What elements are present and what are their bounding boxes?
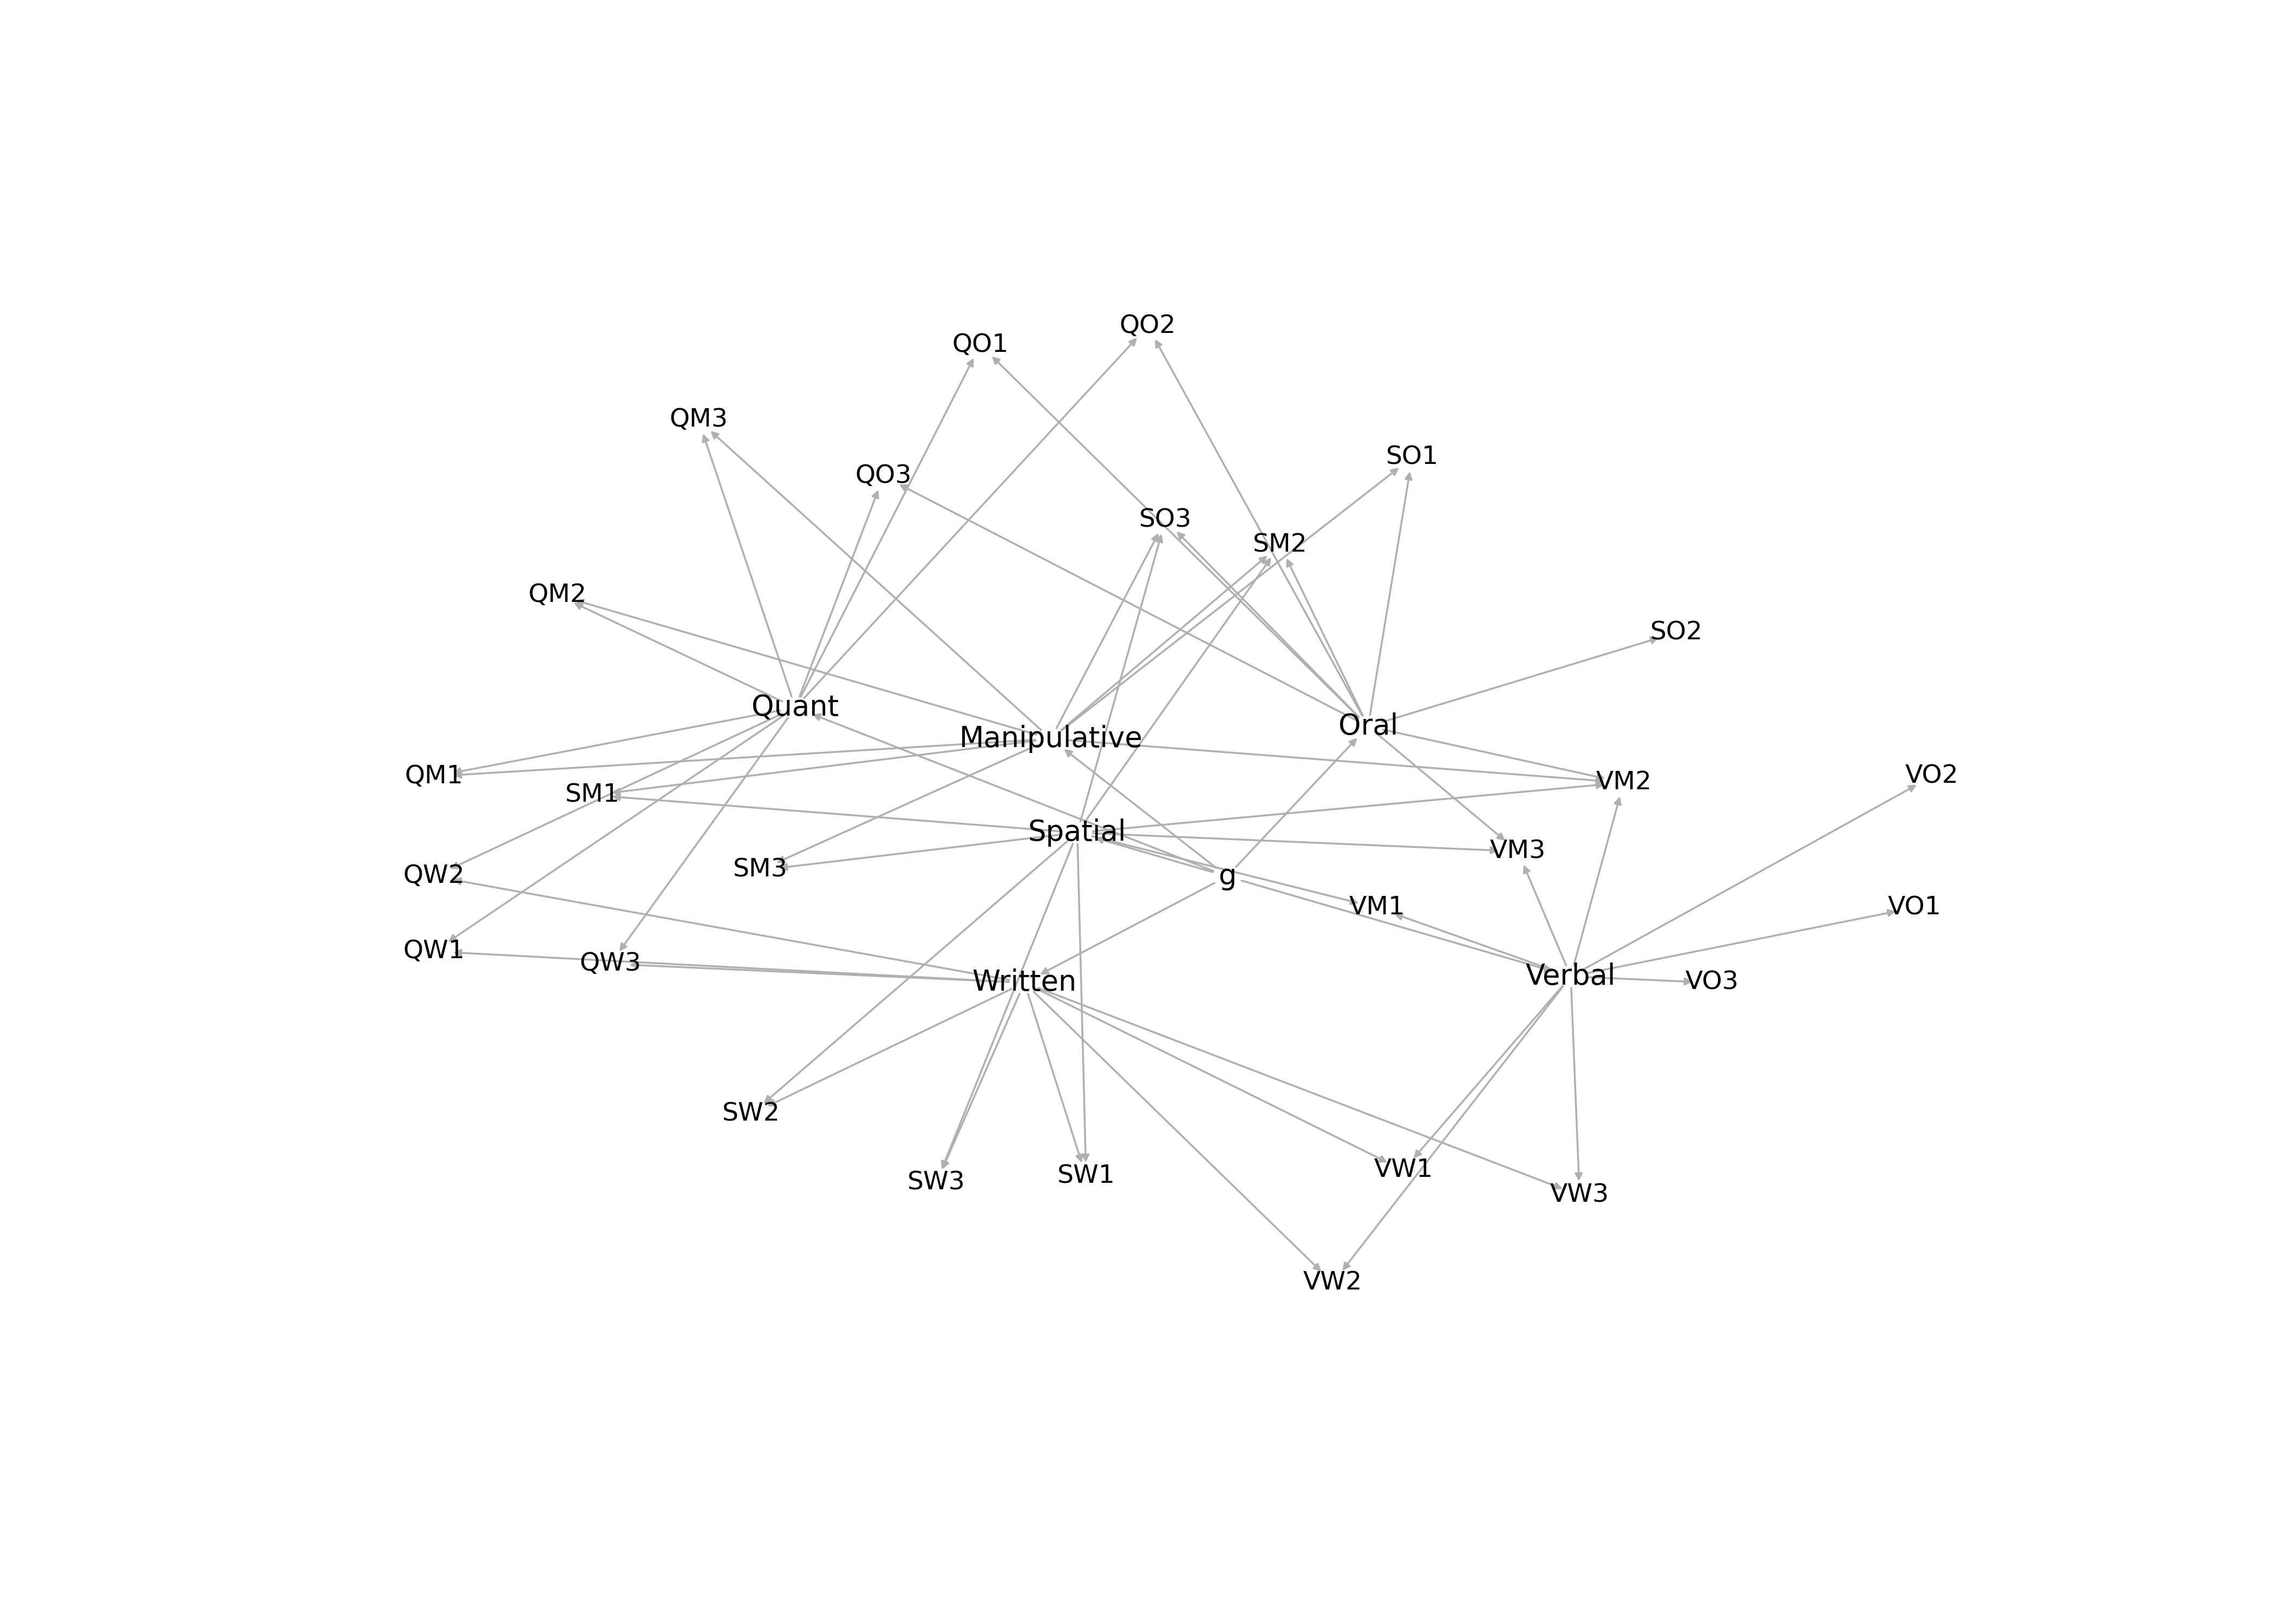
Text: VW1: VW1 <box>1373 1158 1433 1182</box>
Text: SO3: SO3 <box>1139 508 1192 533</box>
Text: Spatial: Spatial <box>1028 818 1126 846</box>
Text: VO2: VO2 <box>1906 765 1958 789</box>
Text: QM2: QM2 <box>528 583 587 607</box>
Text: Written: Written <box>971 968 1078 997</box>
Text: SO2: SO2 <box>1651 620 1703 645</box>
Text: QW1: QW1 <box>402 939 464 963</box>
Text: QM1: QM1 <box>405 765 464 789</box>
Text: SO1: SO1 <box>1385 445 1439 469</box>
Text: VO3: VO3 <box>1685 971 1740 996</box>
Text: QO2: QO2 <box>1119 313 1176 338</box>
Text: Manipulative: Manipulative <box>960 724 1142 754</box>
Text: QW2: QW2 <box>402 864 464 888</box>
Text: VM1: VM1 <box>1348 895 1405 919</box>
Text: g: g <box>1219 862 1237 890</box>
Text: VM2: VM2 <box>1596 770 1651 794</box>
Text: SM1: SM1 <box>566 783 621 807</box>
Text: SW3: SW3 <box>907 1171 964 1195</box>
Text: Oral: Oral <box>1337 713 1399 741</box>
Text: SM2: SM2 <box>1253 533 1308 557</box>
Text: QO1: QO1 <box>953 333 1010 357</box>
Text: SW2: SW2 <box>723 1101 780 1125</box>
Text: SW1: SW1 <box>1057 1164 1114 1189</box>
Text: VW3: VW3 <box>1551 1182 1610 1208</box>
Text: QO3: QO3 <box>855 464 912 489</box>
Text: Verbal: Verbal <box>1526 963 1617 991</box>
Text: Quant: Quant <box>753 693 839 721</box>
Text: SM3: SM3 <box>732 857 787 882</box>
Text: VO1: VO1 <box>1887 895 1942 919</box>
Text: QM3: QM3 <box>669 408 728 432</box>
Text: VW2: VW2 <box>1303 1270 1362 1294</box>
Text: QW3: QW3 <box>580 952 641 976</box>
Text: VM3: VM3 <box>1489 840 1546 864</box>
